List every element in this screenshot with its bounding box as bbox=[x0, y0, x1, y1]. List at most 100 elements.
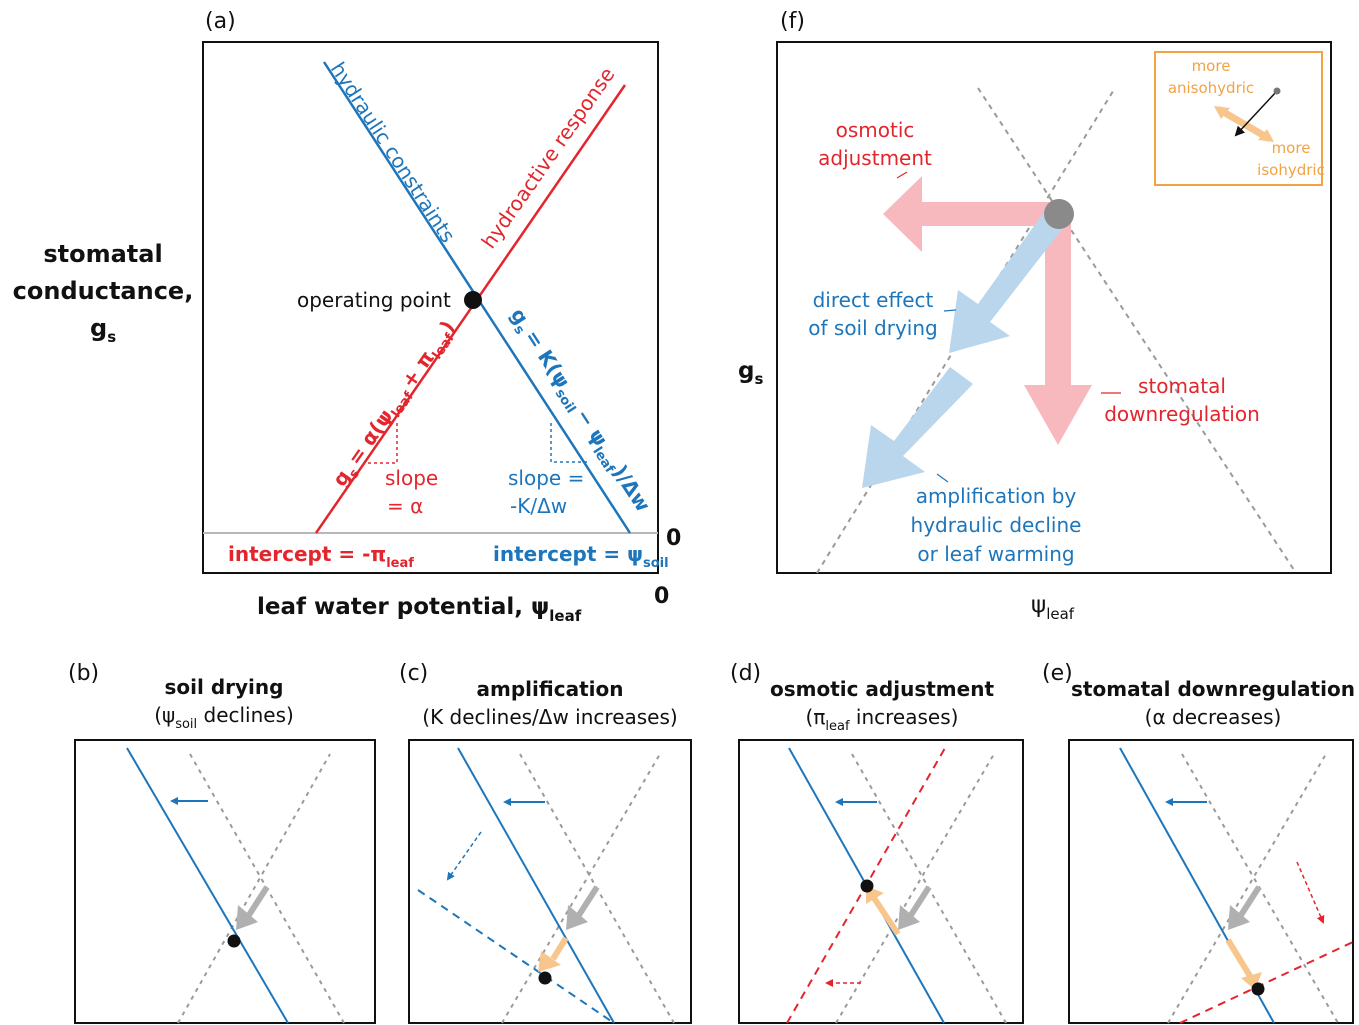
panel-a-x-axis-label: leaf water potential, ψleaf bbox=[257, 594, 582, 625]
panel-d-operating-point bbox=[860, 879, 874, 893]
operating-point-dot bbox=[464, 291, 482, 309]
panel-c: (c) amplification (K declines/Δw increas… bbox=[399, 661, 692, 1024]
panel-c-title: amplification bbox=[477, 677, 624, 701]
panel-a-zero-x: 0 bbox=[654, 584, 669, 609]
direct-leader bbox=[943, 309, 957, 312]
panel-e: (e) stomatal downregulation (α decreases… bbox=[1042, 661, 1355, 1024]
iso-aniso-inset bbox=[1154, 51, 1323, 186]
panel-d-tag: (d) bbox=[730, 661, 761, 686]
panel-d: (d) osmotic adjustment (πleaf increases) bbox=[730, 661, 1024, 1024]
red-slope-triangle bbox=[368, 422, 398, 464]
hydroactive-response-label: hydroactive response bbox=[476, 63, 619, 253]
panel-f-operating-point bbox=[1044, 199, 1074, 229]
panel-a-tag: (a) bbox=[205, 9, 236, 34]
blue-slope-label-1: slope = bbox=[508, 466, 584, 490]
panel-e-operating-point bbox=[1251, 982, 1265, 996]
inset-orange-double-arrow bbox=[1216, 106, 1272, 142]
panel-c-frame bbox=[408, 739, 692, 1024]
panel-b-gray-red-guide bbox=[177, 753, 331, 1024]
red-slope-label-2: = α bbox=[387, 494, 423, 518]
operating-point-label: operating point bbox=[297, 288, 451, 312]
osmotic-leader bbox=[896, 171, 908, 179]
osmotic-adjustment-arrow bbox=[883, 176, 1058, 252]
panel-f-blue-guide bbox=[977, 87, 1297, 574]
panel-c-tag: (c) bbox=[399, 661, 428, 686]
panel-f-x-axis-label: ψleaf bbox=[1031, 592, 1075, 623]
panel-d-gray-red-guide bbox=[835, 753, 995, 1024]
stomatal-label-1: stomatal bbox=[1138, 374, 1226, 398]
blue-intercept-label: intercept = ψsoil bbox=[493, 542, 669, 571]
panel-d-title: osmotic adjustment bbox=[770, 677, 994, 701]
inset-orange-head-2 bbox=[1258, 129, 1274, 142]
panel-b-operating-point bbox=[227, 934, 241, 948]
panel-e-frame bbox=[1068, 739, 1354, 1024]
panel-e-orange-arrow-shaft bbox=[1225, 938, 1253, 978]
panel-c-gray-arrow-head bbox=[566, 905, 588, 930]
panel-b-tag: (b) bbox=[68, 661, 99, 686]
osmotic-label-2: adjustment bbox=[818, 146, 932, 170]
direct-soil-drying-arrow bbox=[949, 205, 1070, 353]
panel-c-orange-arrow-shaft bbox=[550, 936, 569, 961]
panel-e-subtitle: (α decreases) bbox=[1145, 705, 1282, 729]
stomatal-downregulation-arrow bbox=[1024, 212, 1092, 445]
hydroactive-response-line bbox=[314, 84, 627, 534]
direct-label-2: of soil drying bbox=[808, 316, 937, 340]
panel-c-dashed-blue-line bbox=[417, 889, 615, 1024]
panel-c-dashed-arrow bbox=[446, 831, 482, 881]
panel-a-y-axis-line-2: conductance, bbox=[13, 277, 194, 305]
panel-e-gray-arrow-head bbox=[1228, 905, 1250, 930]
inset-aniso-1: more bbox=[1192, 57, 1231, 75]
amp-label-1: amplification by bbox=[916, 484, 1077, 508]
panel-d-subtitle: (πleaf increases) bbox=[806, 705, 959, 734]
panel-b-gray-arrow-shaft bbox=[246, 885, 270, 917]
osmotic-label-1: osmotic bbox=[836, 118, 915, 142]
inset-aniso-2: anisohydric bbox=[1168, 79, 1254, 97]
panel-d-gray-arrow-shaft bbox=[908, 885, 932, 917]
panel-f-tag: (f) bbox=[780, 9, 805, 34]
panel-b-frame bbox=[74, 739, 376, 1024]
panel-f: (f) osmotic adjustment direct effect of … bbox=[738, 9, 1332, 623]
amp-leader bbox=[936, 473, 949, 483]
panel-e-gray-arrow-shaft bbox=[1238, 885, 1262, 917]
inset-dot bbox=[1273, 87, 1281, 95]
panel-b-subtitle: (ψsoil declines) bbox=[154, 703, 294, 732]
panel-f-y-axis-label: gs bbox=[738, 358, 763, 388]
inset-orange-head-1 bbox=[1214, 106, 1230, 119]
panel-a-y-axis-line-1: stomatal bbox=[43, 240, 162, 268]
direct-label-1: direct effect bbox=[813, 288, 934, 312]
amp-label-3: or leaf warming bbox=[917, 542, 1074, 566]
panel-c-subtitle: (K declines/Δw increases) bbox=[422, 705, 677, 729]
inset-black-arrow bbox=[1234, 90, 1278, 137]
panel-f-frame bbox=[776, 41, 1332, 574]
panel-b-title: soil drying bbox=[165, 675, 284, 699]
red-slope-label-1: slope bbox=[385, 466, 438, 490]
panel-b-blue-line bbox=[126, 747, 289, 1024]
inset-iso-1: more bbox=[1272, 139, 1311, 157]
panel-b-gray-arrow-head bbox=[236, 905, 258, 930]
panel-a-frame bbox=[202, 41, 659, 574]
panel-e-dashed-red-arrow bbox=[1296, 861, 1325, 924]
panel-a-y-axis-line-3: gs bbox=[90, 314, 116, 346]
amp-label-2: hydraulic decline bbox=[911, 513, 1082, 537]
panel-c-operating-point bbox=[538, 971, 552, 985]
red-intercept-label: intercept = -πleaf bbox=[228, 542, 414, 571]
panel-d-frame bbox=[738, 739, 1024, 1024]
inset-iso-2: isohydric bbox=[1257, 161, 1325, 179]
panel-d-gray-arrow-head bbox=[898, 905, 920, 930]
panel-e-dashed-red-line bbox=[1179, 941, 1354, 1024]
panel-b: (b) soil drying (ψsoil declines) bbox=[68, 661, 376, 1024]
blue-slope-triangle bbox=[550, 423, 588, 463]
panel-c-orange-arrow-head bbox=[538, 951, 561, 972]
panel-c-blue-line bbox=[457, 747, 615, 1024]
panel-c-gray-red-guide bbox=[501, 753, 661, 1024]
panel-e-gray-red-guide bbox=[1167, 753, 1327, 1024]
blue-slope-label-2: -K/Δw bbox=[510, 494, 567, 518]
panel-a-zero-y: 0 bbox=[666, 526, 681, 551]
panel-d-orange-arrow-shaft bbox=[871, 896, 901, 936]
panel-e-tag: (e) bbox=[1042, 661, 1073, 686]
panel-e-title: stomatal downregulation bbox=[1071, 677, 1355, 701]
hydraulic-constraints-label: hydraulic constraints bbox=[326, 58, 460, 247]
panel-c-gray-arrow-shaft bbox=[576, 885, 600, 917]
stomatal-label-2: downregulation bbox=[1104, 402, 1260, 426]
